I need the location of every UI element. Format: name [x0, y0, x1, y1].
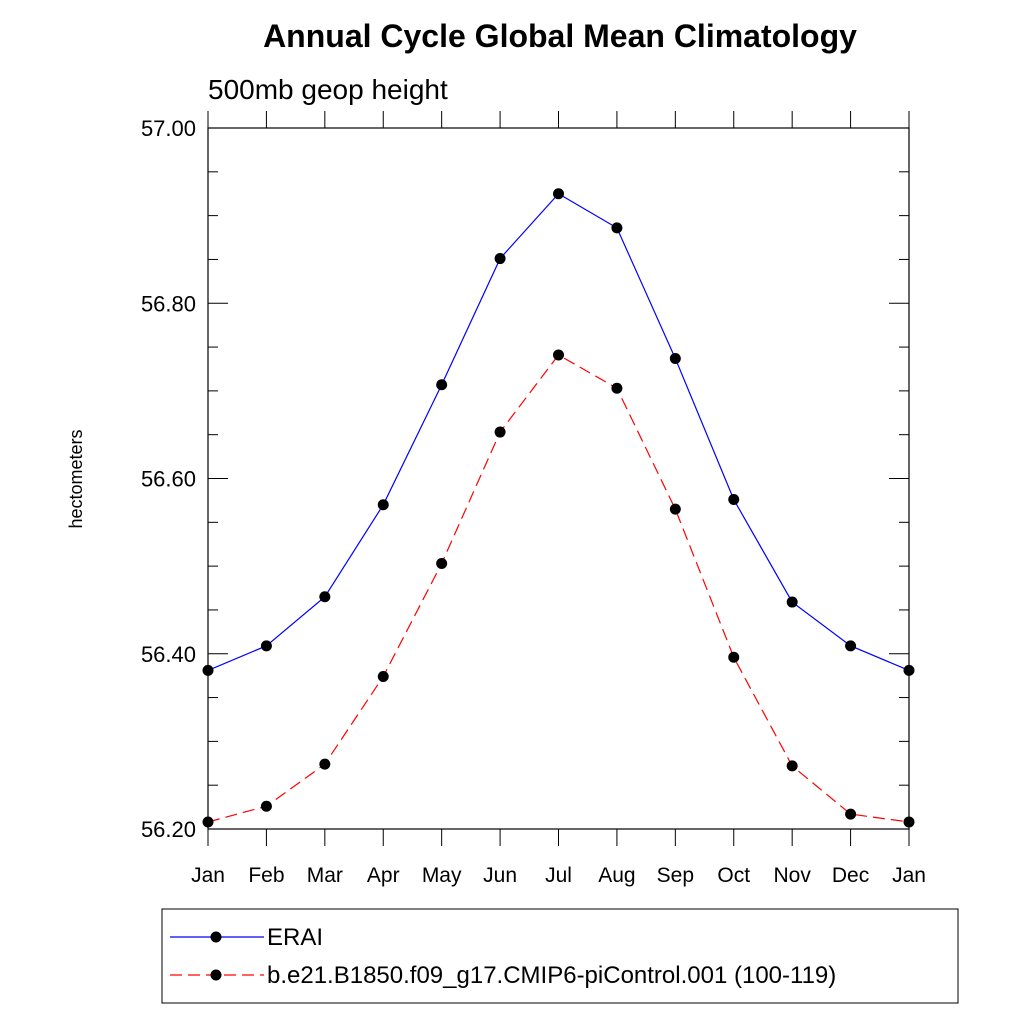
data-point — [903, 816, 915, 828]
y-axis-label: hectometers — [66, 429, 86, 528]
series-2 — [202, 349, 915, 828]
x-tick-labels: Jan Feb Mar Apr May Jun Jul Aug Sep Oct Nov Dec Jan — [191, 864, 926, 887]
data-point — [786, 760, 798, 772]
legend-label: b.e21.B1850.f09_g17.CMIP6-piControl.001 … — [267, 962, 836, 989]
y-tick-label: 56.40 — [141, 642, 196, 667]
y-tick-labels: 56.20 56.40 56.60 56.80 57.00 — [141, 116, 196, 842]
data-point — [786, 596, 798, 608]
x-tick-label: Sep — [657, 864, 694, 887]
data-point — [669, 352, 681, 364]
data-point — [377, 671, 389, 683]
data-point — [494, 426, 506, 438]
legend-marker — [210, 931, 222, 943]
legend-box — [161, 908, 959, 1004]
x-tick-label: Dec — [832, 864, 869, 887]
y-ticks — [208, 127, 909, 830]
data-point — [260, 640, 272, 652]
x-tick-label: Jan — [191, 864, 225, 887]
x-tick-label: May — [422, 864, 462, 887]
data-point — [202, 664, 214, 676]
series-line — [207, 192, 910, 671]
data-point — [553, 349, 564, 361]
data-point — [845, 808, 857, 820]
x-tick-label: Nov — [773, 864, 811, 887]
legend-entry-2: b.e21.B1850.f09_g17.CMIP6-piControl.001 … — [170, 962, 836, 989]
x-tick-label: Jun — [483, 864, 517, 887]
legend-entry-1: ERAI — [170, 924, 323, 951]
y-tick-label: 56.80 — [141, 291, 196, 316]
plot-area: 56.20 56.40 56.60 56.80 57.00 Jan Feb Mar Apr May… — [141, 111, 926, 887]
chart-subtitle: 500mb geop height — [208, 74, 448, 105]
x-tick-label: Jan — [892, 864, 926, 887]
data-point — [202, 816, 214, 828]
y-tick-label: 57.00 — [141, 116, 196, 141]
legend-marker — [210, 969, 222, 981]
x-tick-label: Jul — [545, 864, 572, 887]
data-point — [319, 591, 331, 603]
data-point — [728, 494, 740, 506]
data-point — [436, 557, 448, 569]
x-tick-label: Apr — [367, 864, 400, 887]
data-point — [669, 503, 681, 515]
series-line — [207, 354, 910, 823]
data-point — [260, 800, 272, 812]
series-1 — [202, 188, 915, 676]
x-tick-label: Feb — [248, 864, 284, 887]
data-point — [903, 664, 915, 676]
x-tick-label: Oct — [717, 864, 750, 887]
data-point — [494, 253, 506, 265]
chart-title: Annual Cycle Global Mean Climatology — [263, 18, 857, 54]
data-point — [553, 188, 564, 200]
data-point — [436, 379, 448, 391]
data-point — [845, 640, 857, 652]
x-tick-label: Aug — [598, 864, 635, 887]
x-ticks — [207, 111, 910, 846]
x-tick-label: Mar — [307, 864, 343, 887]
data-point — [611, 222, 623, 234]
y-tick-label: 56.60 — [141, 467, 196, 492]
data-point — [728, 651, 740, 663]
data-point — [611, 382, 623, 394]
data-point — [319, 758, 331, 770]
legend: ERAI b.e21.B1850.f09_g17.CMIP6-piControl.… — [161, 908, 959, 1004]
data-point — [377, 499, 389, 511]
y-tick-label: 56.20 — [141, 817, 196, 842]
plot-frame — [207, 127, 910, 830]
legend-label: ERAI — [267, 924, 323, 951]
